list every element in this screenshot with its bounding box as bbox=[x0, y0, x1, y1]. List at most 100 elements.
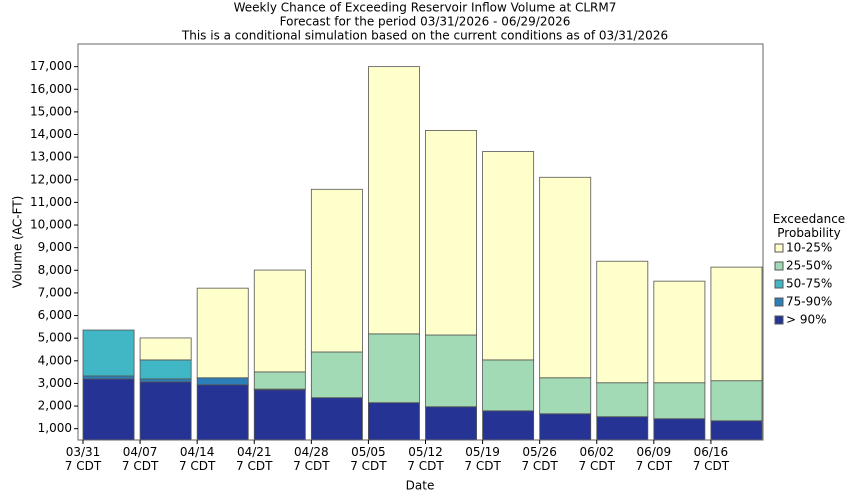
x-tick-label-line: 7 CDT bbox=[293, 459, 330, 473]
x-tick-label-line: 04/07 bbox=[123, 445, 158, 459]
y-tick-label: 4,000 bbox=[38, 353, 72, 367]
x-tick-label-line: 06/02 bbox=[579, 445, 614, 459]
legend-title: Exceedance Probability bbox=[772, 212, 846, 240]
x-tick-label: 05/26 7 CDT bbox=[521, 445, 558, 473]
bar-segment bbox=[310, 397, 363, 440]
legend-swatch bbox=[774, 279, 784, 289]
y-tick-label: 3,000 bbox=[38, 376, 72, 390]
x-tick-label-line: 7 CDT bbox=[579, 459, 616, 473]
chart-title: Weekly Chance of Exceeding Reservoir Inf… bbox=[234, 1, 617, 15]
bar-segment bbox=[82, 375, 135, 380]
x-tick-label: 04/21 7 CDT bbox=[236, 445, 273, 473]
bar-segment bbox=[425, 130, 477, 336]
bar-segment bbox=[653, 280, 706, 384]
bar-segment bbox=[710, 266, 763, 382]
bar-segment bbox=[368, 333, 420, 404]
x-tick-label-line: 05/19 bbox=[465, 445, 500, 459]
legend-label: 50-75% bbox=[786, 277, 832, 291]
x-tick-label-line: 05/05 bbox=[351, 445, 386, 459]
y-tick-label: 10,000 bbox=[30, 218, 72, 232]
bar-segment bbox=[710, 380, 763, 422]
x-tick-label-line: 7 CDT bbox=[407, 459, 444, 473]
x-tick-label-line: 06/16 bbox=[694, 445, 729, 459]
x-tick-label-line: 04/14 bbox=[180, 445, 215, 459]
y-axis-label: Volume (AC-FT) bbox=[11, 196, 25, 289]
bar-segment bbox=[482, 359, 535, 412]
y-tick-label: 8,000 bbox=[38, 263, 72, 277]
bar-segment bbox=[368, 66, 420, 335]
chart-note: This is a conditional simulation based o… bbox=[181, 29, 668, 43]
bar-segment bbox=[653, 382, 706, 420]
y-tick-label: 16,000 bbox=[30, 82, 72, 96]
x-tick-label: 04/07 7 CDT bbox=[122, 445, 159, 473]
legend-swatch bbox=[774, 315, 784, 325]
y-tick-label: 2,000 bbox=[38, 399, 72, 413]
x-tick-label-line: 7 CDT bbox=[693, 459, 730, 473]
y-tick-label: 14,000 bbox=[30, 127, 72, 141]
x-tick-label-line: 05/12 bbox=[408, 445, 443, 459]
bar-segment bbox=[253, 269, 306, 373]
x-tick-label-line: 04/28 bbox=[294, 445, 329, 459]
x-tick-label-line: 7 CDT bbox=[350, 459, 387, 473]
x-tick-label-line: 05/26 bbox=[522, 445, 557, 459]
bar-segment bbox=[82, 329, 135, 377]
x-tick-label-line: 7 CDT bbox=[464, 459, 501, 473]
x-tick-label: 06/09 7 CDT bbox=[636, 445, 673, 473]
x-tick-label-line: 7 CDT bbox=[179, 459, 216, 473]
legend-swatch bbox=[774, 243, 784, 253]
bar-segment bbox=[425, 334, 477, 408]
x-tick-label: 04/28 7 CDT bbox=[293, 445, 330, 473]
bar-segment bbox=[196, 377, 249, 386]
plot-frame bbox=[77, 43, 764, 441]
x-tick-label: 05/05 7 CDT bbox=[350, 445, 387, 473]
y-tick-label: 11,000 bbox=[30, 195, 72, 209]
bar-segment bbox=[310, 188, 363, 353]
x-tick-label-line: 03/31 bbox=[66, 445, 101, 459]
x-tick-label-line: 7 CDT bbox=[521, 459, 558, 473]
x-tick-label-line: 7 CDT bbox=[636, 459, 673, 473]
bar-segment bbox=[196, 287, 249, 379]
bar-segment bbox=[539, 377, 592, 415]
x-tick-label-line: 7 CDT bbox=[122, 459, 159, 473]
x-tick-label: 05/19 7 CDT bbox=[464, 445, 501, 473]
legend-label: > 90% bbox=[786, 313, 827, 327]
y-tick-label: 15,000 bbox=[30, 104, 72, 118]
x-tick-label: 06/16 7 CDT bbox=[693, 445, 730, 473]
bar-segment bbox=[539, 176, 592, 379]
legend-label: 25-50% bbox=[786, 259, 832, 273]
legend-swatch bbox=[774, 297, 784, 307]
x-tick-label-line: 7 CDT bbox=[236, 459, 273, 473]
bar-segment bbox=[139, 359, 192, 380]
legend-label: 10-25% bbox=[786, 241, 832, 255]
bar-segment bbox=[310, 351, 363, 399]
x-tick-label: 05/12 7 CDT bbox=[407, 445, 444, 473]
legend-swatch bbox=[774, 261, 784, 271]
y-tick-label: 17,000 bbox=[30, 59, 72, 73]
y-tick-label: 13,000 bbox=[30, 150, 72, 164]
x-tick-label-line: 06/09 bbox=[637, 445, 672, 459]
y-tick-label: 7,000 bbox=[38, 285, 72, 299]
y-tick-label: 1,000 bbox=[38, 421, 72, 435]
bar-segment bbox=[596, 382, 649, 418]
bar-segment bbox=[482, 151, 535, 361]
bars bbox=[82, 66, 763, 440]
chart-subtitle: Forecast for the period 03/31/2026 - 06/… bbox=[280, 15, 571, 29]
bar-segment bbox=[253, 371, 306, 390]
x-tick-label-line: 04/21 bbox=[237, 445, 272, 459]
bar-segment bbox=[139, 378, 192, 383]
bar-segment bbox=[82, 378, 135, 440]
x-axis-label: Date bbox=[406, 479, 435, 493]
x-tick-label-line: 7 CDT bbox=[65, 459, 102, 473]
bar-segment bbox=[139, 381, 192, 440]
bar-segment bbox=[196, 384, 249, 440]
y-tick-label: 6,000 bbox=[38, 308, 72, 322]
bar-segment bbox=[139, 337, 192, 361]
bar-segment bbox=[596, 260, 649, 384]
y-tick-label: 12,000 bbox=[30, 172, 72, 186]
bar-segment bbox=[253, 389, 306, 440]
bar-segment bbox=[368, 402, 420, 440]
x-tick-label: 06/02 7 CDT bbox=[579, 445, 616, 473]
y-tick-label: 5,000 bbox=[38, 331, 72, 345]
